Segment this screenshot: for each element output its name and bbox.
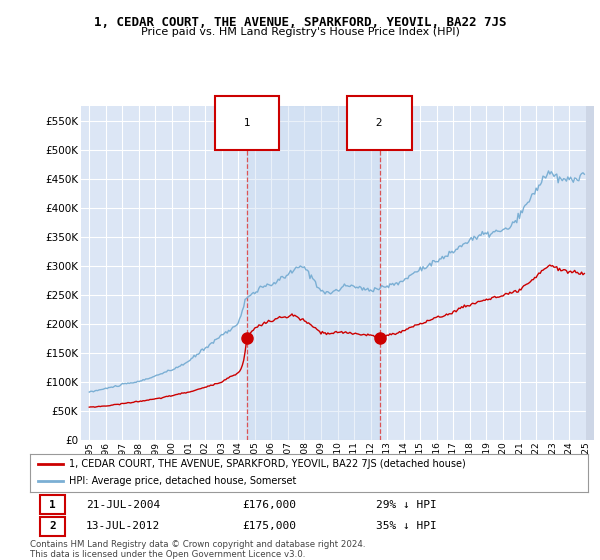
Text: £176,000: £176,000 <box>242 500 296 510</box>
Bar <box>586 106 594 440</box>
Text: HPI: Average price, detached house, Somerset: HPI: Average price, detached house, Some… <box>69 477 296 487</box>
Bar <box>586 106 594 440</box>
FancyBboxPatch shape <box>40 496 65 514</box>
Text: 2: 2 <box>370 118 389 128</box>
Text: Contains HM Land Registry data © Crown copyright and database right 2024.
This d: Contains HM Land Registry data © Crown c… <box>30 540 365 559</box>
Text: 1, CEDAR COURT, THE AVENUE, SPARKFORD, YEOVIL, BA22 7JS (detached house): 1, CEDAR COURT, THE AVENUE, SPARKFORD, Y… <box>69 459 466 469</box>
Text: Price paid vs. HM Land Registry's House Price Index (HPI): Price paid vs. HM Land Registry's House … <box>140 27 460 38</box>
Text: 1: 1 <box>237 118 257 128</box>
Text: 2: 2 <box>49 521 56 531</box>
Text: 29% ↓ HPI: 29% ↓ HPI <box>376 500 437 510</box>
Text: £175,000: £175,000 <box>242 521 296 531</box>
Text: 1, CEDAR COURT, THE AVENUE, SPARKFORD, YEOVIL, BA22 7JS: 1, CEDAR COURT, THE AVENUE, SPARKFORD, Y… <box>94 16 506 29</box>
Text: 35% ↓ HPI: 35% ↓ HPI <box>376 521 437 531</box>
Text: 1: 1 <box>49 500 56 510</box>
Bar <box>247 106 380 440</box>
Text: 21-JUL-2004: 21-JUL-2004 <box>86 500 160 510</box>
Text: 13-JUL-2012: 13-JUL-2012 <box>86 521 160 531</box>
FancyBboxPatch shape <box>40 517 65 535</box>
